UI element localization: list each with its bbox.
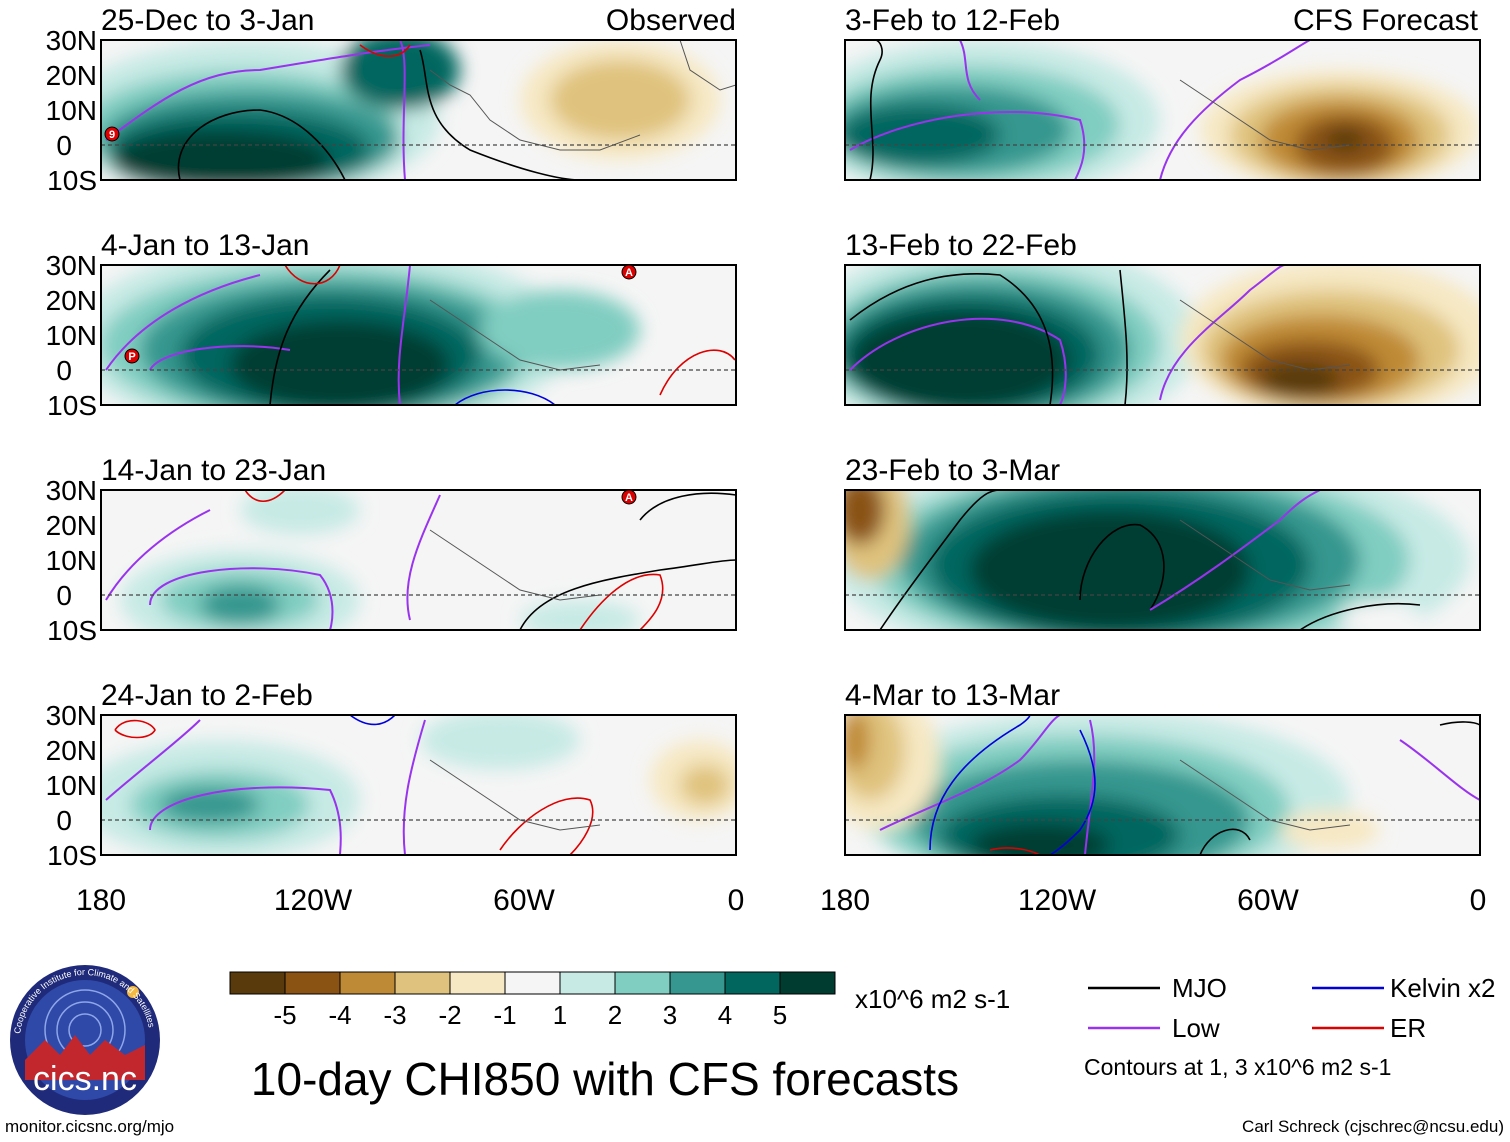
lon-label-left: 180	[76, 884, 126, 917]
figure-title: 10-day CHI850 with CFS forecasts	[251, 1053, 959, 1105]
panel-right-0	[844, 39, 1481, 181]
lon-label-left: 120W	[274, 884, 353, 917]
panel-right-2-date: 23-Feb to 3-Mar	[845, 454, 1060, 487]
storm-marker-letter: P	[128, 351, 135, 363]
colorbar-swatch	[614, 971, 671, 995]
colorbar-tick-label: -4	[328, 1000, 351, 1030]
lat-label: 10N	[46, 320, 97, 351]
panel-right-3	[844, 714, 1481, 856]
footer-credit: Carl Schreck (cjschrec@ncsu.edu)	[1242, 1117, 1504, 1136]
storm-marker: A	[621, 264, 637, 280]
colorbar-tick-label: 1	[553, 1000, 567, 1030]
storm-marker-letter: A	[625, 267, 633, 279]
lat-label: 0	[56, 355, 72, 386]
lat-labels-row-0: 30N 20N 10N 0 10S	[46, 25, 97, 196]
storm-marker-letter: 9	[109, 129, 115, 141]
legend-label: ER	[1390, 1013, 1426, 1043]
lat-labels-row-2: 30N 20N 10N 0 10S	[46, 475, 97, 646]
colorbar-swatch	[724, 971, 781, 995]
lat-label: 30N	[46, 25, 97, 56]
lon-label-left: 0	[728, 884, 745, 917]
colorbar-swatch	[229, 971, 286, 995]
lat-label: 10S	[47, 390, 97, 421]
legend-item-mjo: MJO	[1088, 973, 1227, 1003]
colorbar: -5 -4 -3 -2 -1 1 2 3 4 5	[229, 971, 836, 1030]
lon-label-right: 0	[1470, 884, 1487, 917]
lat-label: 0	[56, 130, 72, 161]
colorbar-swatch	[504, 971, 561, 995]
lat-label: 30N	[46, 250, 97, 281]
legend-item-kelvin: Kelvin x2	[1312, 973, 1496, 1003]
colorbar-tick-label: 2	[608, 1000, 622, 1030]
colorbar-tick-label: -5	[273, 1000, 296, 1030]
legend: MJO Kelvin x2 Low ER Contours at 1, 3 x1…	[1084, 973, 1496, 1080]
panel-right-0-date: 3-Feb to 12-Feb	[845, 4, 1060, 37]
storm-marker-letter: A	[625, 492, 633, 504]
lat-label: 10S	[47, 165, 97, 196]
colorbar-tick-label: -3	[383, 1000, 406, 1030]
panel-right-1-date: 13-Feb to 22-Feb	[845, 229, 1077, 262]
colorbar-tick-label: 3	[663, 1000, 677, 1030]
panel-right-2	[844, 489, 1481, 631]
lat-label: 10S	[47, 615, 97, 646]
colorbar-units: x10^6 m2 s-1	[855, 984, 1010, 1014]
lat-label: 30N	[46, 475, 97, 506]
lat-label: 20N	[46, 60, 97, 91]
colorbar-swatch	[394, 971, 451, 995]
lat-label: 0	[56, 805, 72, 836]
panel-left-2	[100, 489, 737, 631]
lat-label: 20N	[46, 510, 97, 541]
legend-item-er: ER	[1312, 1013, 1426, 1043]
colorbar-swatch	[284, 971, 341, 995]
logo-text: cics.nc	[33, 1060, 137, 1098]
lon-label-right: 120W	[1018, 884, 1097, 917]
colorbar-swatch	[779, 971, 836, 995]
storm-marker: A	[621, 489, 637, 505]
lat-label: 0	[56, 580, 72, 611]
lon-label-left: 60W	[493, 884, 555, 917]
colorbar-swatch	[559, 971, 616, 995]
lat-labels-row-3: 30N 20N 10N 0 10S	[46, 700, 97, 871]
lon-label-right: 180	[820, 884, 870, 917]
panel-left-0-date: 25-Dec to 3-Jan	[101, 4, 314, 37]
panel-left-3	[100, 714, 737, 856]
legend-label: Low	[1172, 1013, 1220, 1043]
lat-label: 10N	[46, 95, 97, 126]
legend-note: Contours at 1, 3 x10^6 m2 s-1	[1084, 1054, 1391, 1080]
legend-item-low: Low	[1088, 1013, 1220, 1043]
panel-left-0-tag: Observed	[606, 4, 736, 37]
panel-left-2-date: 14-Jan to 23-Jan	[101, 454, 326, 487]
panel-left-1	[100, 264, 737, 406]
colorbar-tick-label: -1	[493, 1000, 516, 1030]
panel-right-0-tag: CFS Forecast	[1293, 4, 1479, 37]
lat-labels-row-1: 30N 20N 10N 0 10S	[46, 250, 97, 421]
lat-label: 30N	[46, 700, 97, 731]
footer-url: monitor.cicsnc.org/mjo	[5, 1117, 174, 1136]
panel-right-1	[844, 264, 1481, 406]
colorbar-tick-label: 4	[718, 1000, 732, 1030]
panel-left-3-date: 24-Jan to 2-Feb	[101, 679, 313, 712]
legend-label: MJO	[1172, 973, 1227, 1003]
lat-label: 10S	[47, 840, 97, 871]
legend-label: Kelvin x2	[1390, 973, 1496, 1003]
colorbar-swatch	[339, 971, 396, 995]
panel-left-0	[100, 39, 737, 181]
storm-marker: P	[124, 348, 140, 364]
colorbar-swatch	[449, 971, 506, 995]
lat-label: 20N	[46, 285, 97, 316]
colorbar-swatch	[669, 971, 726, 995]
cics-logo: Cooperative Institute for Climate and Sa…	[10, 965, 160, 1115]
colorbar-tick-label: 5	[773, 1000, 787, 1030]
lon-label-right: 60W	[1237, 884, 1299, 917]
lat-label: 10N	[46, 770, 97, 801]
lat-label: 10N	[46, 545, 97, 576]
panel-left-1-date: 4-Jan to 13-Jan	[101, 229, 309, 262]
lat-label: 20N	[46, 735, 97, 766]
storm-marker: 9	[104, 126, 120, 142]
colorbar-tick-label: -2	[438, 1000, 461, 1030]
panel-right-3-date: 4-Mar to 13-Mar	[845, 679, 1060, 712]
